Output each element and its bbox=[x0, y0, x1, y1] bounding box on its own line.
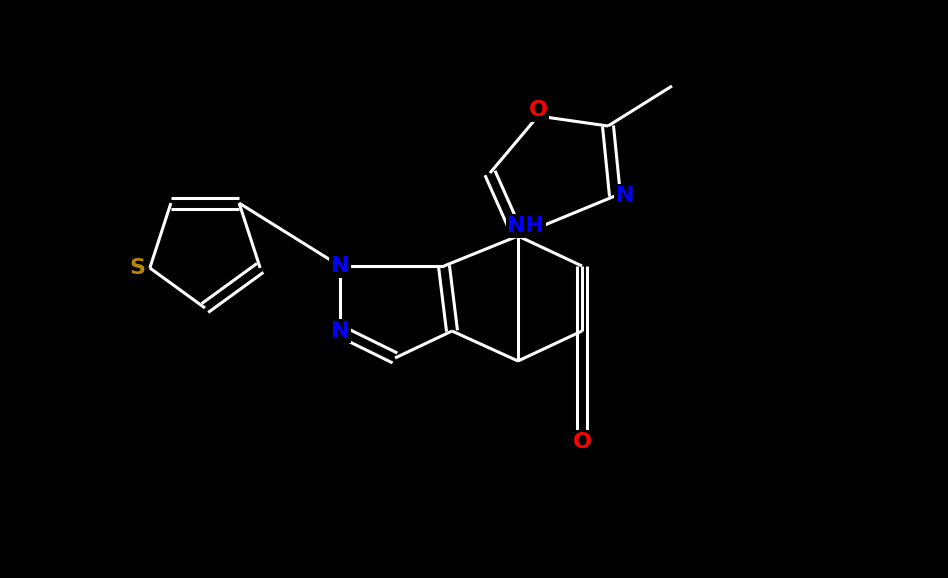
Text: N: N bbox=[616, 186, 634, 206]
Text: O: O bbox=[573, 432, 592, 452]
Text: N: N bbox=[331, 321, 349, 341]
Text: N: N bbox=[331, 256, 349, 276]
Text: S: S bbox=[130, 258, 146, 278]
Text: NH: NH bbox=[507, 216, 544, 236]
Text: O: O bbox=[528, 100, 548, 120]
